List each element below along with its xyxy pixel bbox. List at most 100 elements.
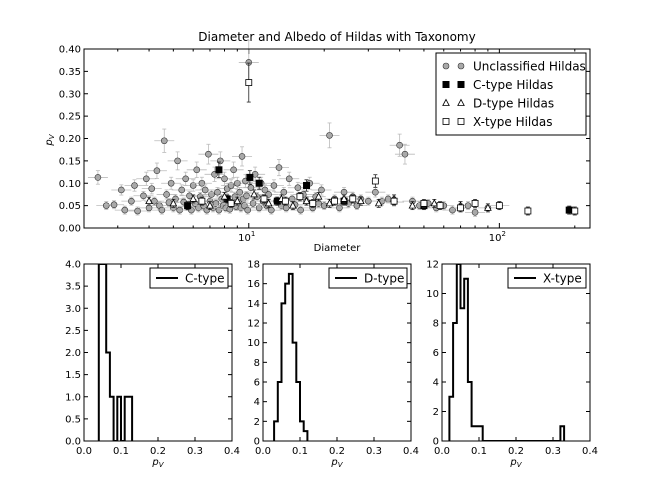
data-point — [318, 186, 325, 194]
data-point — [250, 190, 258, 198]
legend-marker — [457, 98, 465, 106]
y-tick-label: 2 — [254, 417, 260, 428]
data-point — [365, 197, 372, 205]
histogram-xlabel: pV — [151, 457, 164, 469]
legend-label: Unclassified Hildas — [473, 60, 586, 74]
data-point — [227, 199, 235, 207]
y-tick-label: 0.05 — [59, 201, 81, 212]
data-point — [217, 157, 224, 165]
y-tick-label: 0.35 — [59, 67, 81, 78]
data-point — [294, 184, 302, 192]
data-point — [220, 192, 229, 200]
histogram-legend-box — [149, 267, 229, 289]
data-point — [174, 157, 181, 165]
histogram-legend-label: X-type — [543, 272, 582, 286]
data-point — [158, 206, 166, 214]
data-point — [565, 206, 573, 214]
y-tick-label: 10 — [247, 338, 260, 349]
histogram-legend-label: D-type — [364, 272, 404, 286]
data-point — [148, 185, 156, 192]
data-point — [275, 164, 283, 171]
data-point — [303, 181, 311, 189]
histogram-c-type: 0.0 0.5 1.0 1.5 2.0 2.5 3.0 3.5 4.0 0.0 0.1 0.2 0.3 0… — [65, 260, 240, 470]
data-point — [268, 206, 275, 214]
data-point — [464, 202, 472, 209]
histogram-legend-box — [328, 267, 408, 289]
data-point — [384, 195, 392, 203]
y-tick-label: 1.5 — [65, 370, 81, 381]
data-point — [169, 199, 178, 207]
data-point — [193, 166, 201, 174]
data-point — [247, 184, 255, 192]
data-point — [143, 175, 150, 183]
y-tick-label: 0.20 — [59, 134, 81, 145]
y-tick-label: 4 — [254, 397, 260, 408]
data-point — [255, 179, 263, 187]
scatter-ylabel: pV — [44, 133, 56, 146]
data-point — [396, 141, 403, 149]
data-point — [128, 197, 135, 205]
legend-marker — [457, 118, 465, 125]
data-point — [244, 206, 251, 214]
x-tick-label: 102 — [489, 230, 506, 244]
data-point — [198, 197, 206, 205]
data-point — [245, 79, 253, 86]
data-point — [214, 188, 221, 196]
x-tick-label: 0.1 — [292, 446, 308, 457]
data-point — [356, 196, 365, 205]
data-point — [121, 206, 129, 214]
x-tick-label: 0.3 — [366, 446, 382, 457]
x-tick-label: 0.2 — [329, 446, 345, 457]
x-tick-label: 0.2 — [150, 446, 166, 457]
y-tick-label: 0 — [254, 437, 260, 448]
data-point — [140, 192, 147, 200]
legend-marker — [457, 62, 465, 70]
x-tick-label: 101 — [238, 230, 255, 244]
data-point — [340, 194, 348, 202]
histogram-d-type: 0 2 4 6 8 10 12 14 16 18 0.0 0.1 0.2 0.3 0.4 pV D-type — [247, 260, 419, 470]
y-tick-label: 4.0 — [65, 260, 81, 271]
data-point — [374, 199, 383, 207]
y-tick-label: 3.5 — [65, 282, 81, 293]
y-tick-label: 18 — [247, 260, 260, 271]
data-point — [246, 173, 254, 181]
data-point — [182, 175, 189, 183]
histogram-xlabel: pV — [330, 457, 343, 469]
y-tick-label: 0.30 — [59, 89, 81, 100]
data-point — [524, 207, 532, 215]
data-point — [215, 206, 223, 214]
x-tick-label: 0.4 — [224, 446, 240, 457]
data-point — [495, 202, 503, 210]
data-point — [260, 195, 268, 203]
y-tick-label: 2.5 — [65, 326, 81, 337]
histogram-legend-label: C-type — [185, 272, 225, 286]
main-title: Diameter and Albedo of Hildas with Taxon… — [198, 30, 475, 44]
y-tick-label: 8 — [433, 319, 439, 330]
legend-label: C-type Hildas — [473, 78, 553, 92]
y-tick-label: 0.00 — [59, 224, 81, 235]
y-tick-label: 14 — [247, 299, 260, 310]
x-tick-label: 0.1 — [471, 446, 487, 457]
scatter-frame — [83, 48, 591, 229]
data-point — [457, 204, 464, 212]
data-point — [449, 206, 456, 214]
data-point — [163, 191, 170, 198]
data-point — [234, 179, 241, 187]
y-tick-label: 1.0 — [65, 392, 81, 403]
x-tick-label: 0.4 — [582, 446, 598, 457]
data-point — [372, 188, 379, 196]
y-tick-label: 10 — [426, 289, 439, 300]
data-point — [331, 197, 338, 205]
histogram-legend-box — [507, 267, 587, 289]
data-point — [221, 175, 228, 183]
data-point — [238, 153, 246, 160]
histogram-steps — [273, 272, 309, 441]
data-point — [340, 188, 348, 196]
data-point — [270, 182, 278, 189]
data-point — [296, 193, 304, 201]
data-point — [110, 201, 118, 209]
legend-marker — [442, 81, 450, 88]
data-point — [249, 200, 257, 207]
data-point — [309, 199, 317, 207]
data-point — [131, 182, 138, 189]
